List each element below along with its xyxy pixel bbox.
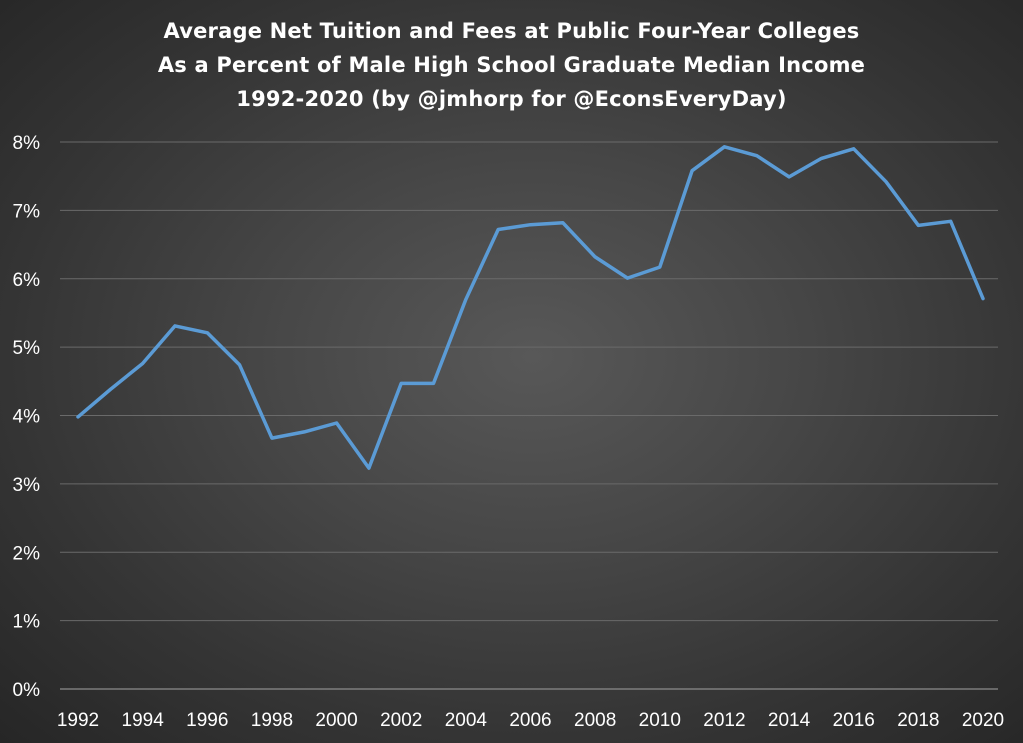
y-tick-label: 0% <box>13 680 41 701</box>
x-tick-label: 2018 <box>897 710 939 731</box>
x-tick-label: 2016 <box>833 710 875 731</box>
chart-title-line-1: Average Net Tuition and Fees at Public F… <box>163 19 860 43</box>
x-tick-label: 2004 <box>445 710 488 731</box>
x-tick-label: 2012 <box>703 710 745 731</box>
x-tick-label: 2014 <box>768 710 811 731</box>
y-axis-tick-labels: 0% 1% 2% 3% 4% 5% 6% 7% 8% <box>13 133 41 701</box>
x-tick-label: 2006 <box>509 710 551 731</box>
grid-layer <box>60 141 998 690</box>
y-tick-label: 2% <box>13 543 41 564</box>
x-tick-label: 2020 <box>962 710 1004 731</box>
chart-title: Average Net Tuition and Fees at Public F… <box>0 14 1023 116</box>
series-layer <box>76 145 985 470</box>
x-tick-label: 1994 <box>122 710 165 731</box>
y-tick-label: 6% <box>13 270 41 291</box>
y-tick-label: 1% <box>13 612 41 633</box>
chart-title-line-2: As a Percent of Male High School Graduat… <box>157 53 866 77</box>
y-tick-label: 7% <box>13 201 41 222</box>
x-tick-label: 1996 <box>186 710 228 731</box>
x-tick-label: 2010 <box>639 710 681 731</box>
y-tick-label: 8% <box>13 133 41 154</box>
y-tick-label: 4% <box>13 407 41 428</box>
x-tick-label: 1998 <box>251 710 293 731</box>
x-tick-label: 2008 <box>574 710 616 731</box>
chart-title-line-3: 1992-2020 (by @jmhorp for @EconsEveryDay… <box>236 87 787 111</box>
x-tick-label: 1992 <box>57 710 99 731</box>
y-tick-label: 3% <box>13 475 41 496</box>
x-tick-label: 2000 <box>315 710 357 731</box>
x-tick-label: 2002 <box>380 710 422 731</box>
y-tick-label: 5% <box>13 338 41 359</box>
series-line-0 <box>76 145 985 470</box>
x-axis-tick-labels: 1992 1994 1996 1998 2000 2002 2004 2006 2008 2010… <box>57 710 1004 731</box>
